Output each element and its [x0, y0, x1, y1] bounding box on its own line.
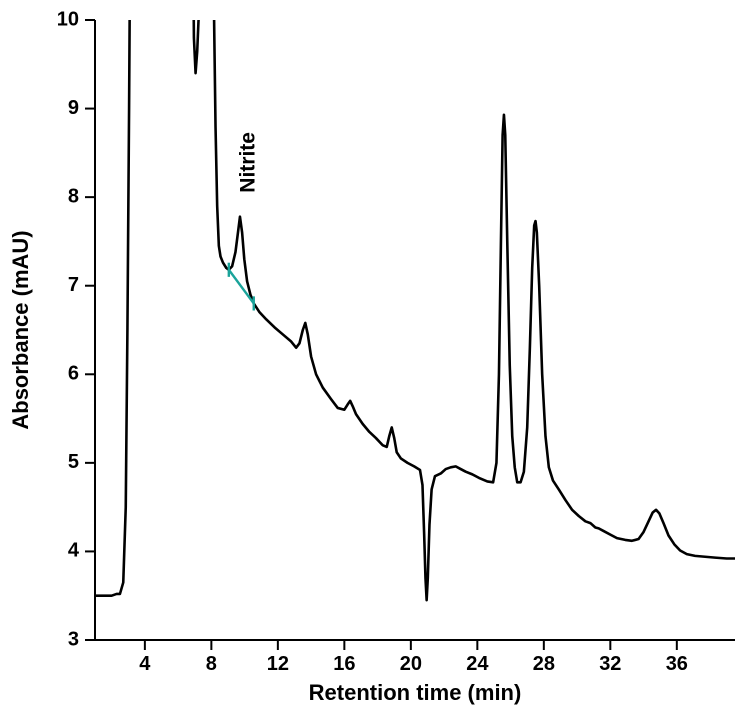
svg-text:4: 4: [68, 540, 80, 562]
svg-text:16: 16: [333, 653, 355, 675]
svg-text:36: 36: [666, 653, 688, 675]
svg-text:9: 9: [68, 97, 79, 119]
peak-label-nitrite: Nitrite: [237, 132, 260, 193]
chart-svg: 3 4 5 6 7 8 9 10 4 8 12 16 20 24 28 32 36 Retention time …: [0, 0, 750, 712]
svg-text:24: 24: [466, 653, 489, 675]
svg-text:6: 6: [68, 363, 79, 385]
svg-text:8: 8: [68, 185, 79, 207]
svg-text:20: 20: [400, 653, 422, 675]
svg-text:10: 10: [57, 8, 79, 30]
svg-text:7: 7: [68, 274, 79, 296]
svg-text:32: 32: [599, 653, 621, 675]
x-axis-label: Retention time (min): [309, 680, 522, 705]
svg-text:12: 12: [267, 653, 289, 675]
svg-text:3: 3: [68, 628, 79, 650]
svg-text:8: 8: [206, 653, 217, 675]
svg-text:5: 5: [68, 451, 79, 473]
y-axis-label: Absorbance (mAU): [8, 230, 33, 429]
chromatogram-chart: 3 4 5 6 7 8 9 10 4 8 12 16 20 24 28 32 36 Retention time …: [0, 0, 750, 712]
svg-text:4: 4: [139, 653, 151, 675]
svg-text:28: 28: [533, 653, 555, 675]
